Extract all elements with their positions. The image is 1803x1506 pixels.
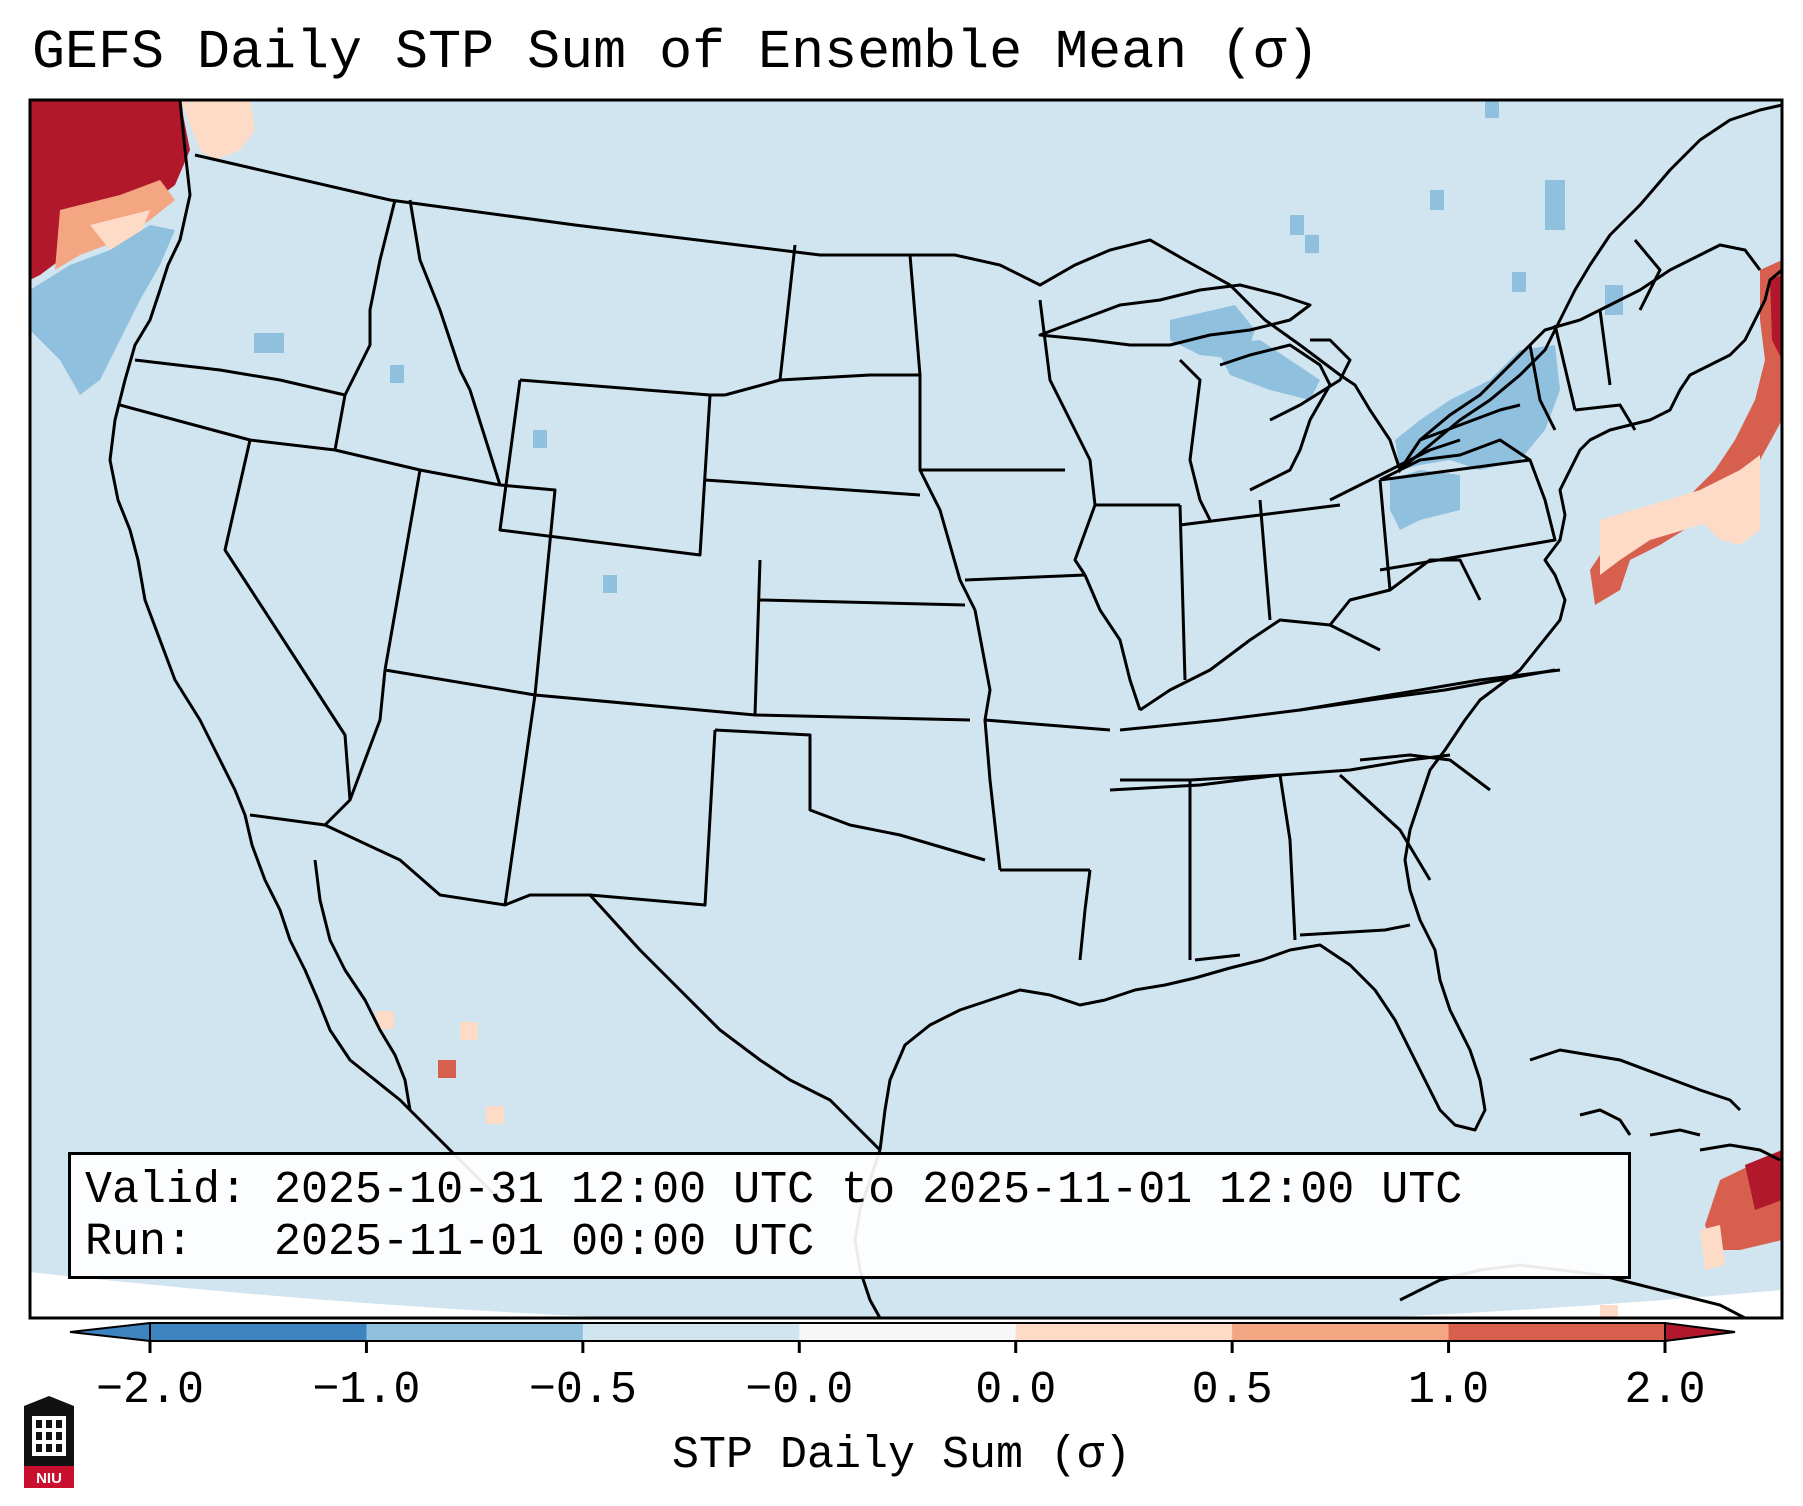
- colorbar-segment: [366, 1323, 584, 1341]
- colorbar-segment: [150, 1323, 367, 1341]
- colorbar-extend-low: [69, 1321, 151, 1343]
- colorbar-extend-high: [1664, 1321, 1736, 1343]
- coastline-canada-east: [1399, 103, 1782, 472]
- colorbar-segment: [1015, 1323, 1233, 1341]
- border-us-mexico: [249, 813, 882, 1152]
- state-borders: [119, 199, 1662, 962]
- coastline-gulf: [878, 268, 1782, 1151]
- map-frame: [28, 98, 1784, 1320]
- anomaly-pacific-nw: [30, 100, 255, 395]
- colorbar-segment: [582, 1323, 800, 1341]
- niu-logo-icon: NIU: [24, 1396, 74, 1488]
- anomaly-mexico-pixels: [376, 1011, 1618, 1318]
- map-title: GEFS Daily STP Sum of Ensemble Mean (σ): [32, 21, 1320, 84]
- run-line: Run: 2025-11-01 00:00 UTC: [85, 1217, 814, 1269]
- valid-label: Valid:: [85, 1165, 248, 1216]
- colorbar-tick-label: −1.0: [312, 1365, 421, 1416]
- colorbar: [69, 1321, 1736, 1353]
- colorbar-tick-label: 0.0: [975, 1365, 1057, 1416]
- colorbar-segment: [1232, 1323, 1450, 1341]
- colorbar-tick-label: −2.0: [95, 1365, 205, 1416]
- colorbar-segment: [1448, 1323, 1666, 1341]
- valid-line: Valid: 2025-10-31 12:00 UTC to 2025-11-0…: [85, 1165, 1462, 1217]
- colorbar-tick-label: 0.5: [1191, 1365, 1273, 1416]
- coastline-baja: [313, 859, 412, 1111]
- colorbar-outline: [149, 1322, 1666, 1342]
- valid-value: 2025-10-31 12:00 UTC to 2025-11-01 12:00…: [274, 1165, 1463, 1216]
- colorbar-tick-label: 1.0: [1408, 1365, 1490, 1416]
- anomaly-caribbean: [1700, 1150, 1782, 1270]
- border-us-canada: [194, 153, 1762, 474]
- valid-info-box: Valid: 2025-10-31 12:00 UTC to 2025-11-0…: [68, 1152, 1631, 1279]
- run-value: 2025-11-01 00:00 UTC: [274, 1217, 815, 1268]
- run-label: Run:: [85, 1217, 194, 1268]
- logo-text: NIU: [36, 1470, 62, 1487]
- projection-domain: [30, 100, 1782, 1318]
- anomaly-atlantic-ne: [1590, 260, 1782, 605]
- colorbar-segment: [799, 1323, 1017, 1341]
- coastline-west: [108, 100, 502, 1202]
- colorbar-tick-label: 2.0: [1624, 1365, 1706, 1416]
- colorbar-tick-label: −0.0: [745, 1365, 854, 1416]
- colorbar-label: STP Daily Sum (σ): [671, 1430, 1132, 1481]
- colorbar-tick-label: −0.5: [528, 1365, 637, 1416]
